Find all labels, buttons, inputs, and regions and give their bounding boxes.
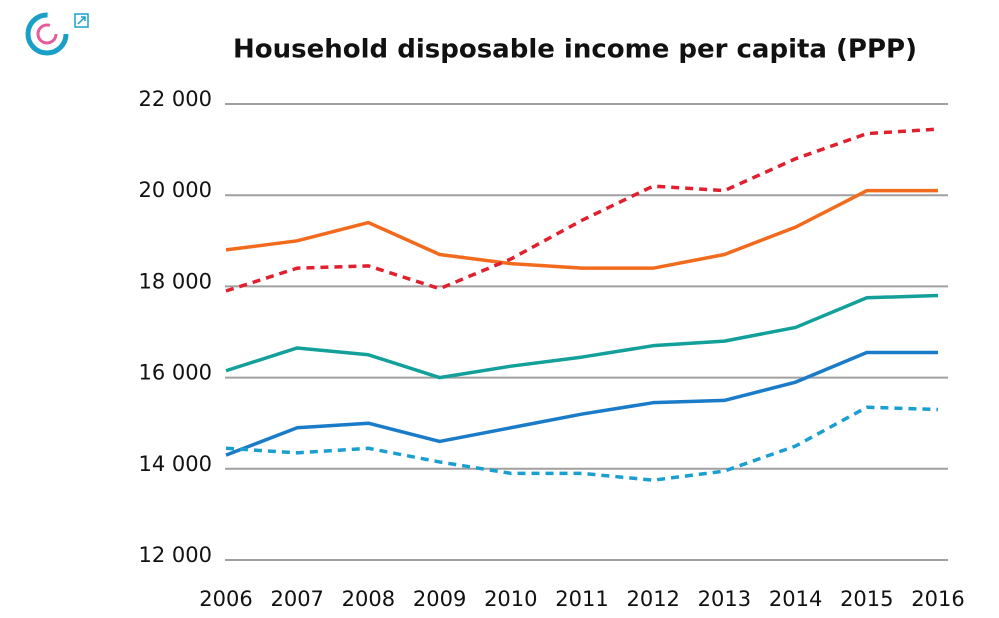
logo-inner (36, 23, 58, 45)
x-tick-label: 2008 (342, 587, 395, 611)
y-tick-label: 14 000 (139, 452, 212, 476)
y-tick-label: 12 000 (139, 543, 212, 567)
x-tick-label: 2015 (840, 587, 893, 611)
y-tick-label: 16 000 (139, 361, 212, 385)
external-link-arrow (77, 16, 86, 25)
y-tick-label: 18 000 (139, 269, 212, 293)
x-tick-label: 2010 (484, 587, 537, 611)
y-tick-label: 22 000 (139, 87, 212, 111)
x-tick-label: 2009 (413, 587, 466, 611)
x-tick-label: 2007 (270, 587, 323, 611)
x-tick-label: 2013 (698, 587, 751, 611)
logo-ring (25, 12, 69, 56)
series-line (225, 127, 939, 293)
external-link-icon[interactable] (74, 13, 89, 28)
x-tick-label: 2006 (199, 587, 252, 611)
chart-title: Household disposable income per capita (… (233, 35, 917, 65)
series-line (225, 405, 939, 482)
series-line (225, 293, 939, 380)
x-tick-label: 2012 (626, 587, 679, 611)
logo (25, 12, 89, 56)
series-line (225, 350, 938, 457)
y-tick-label: 20 000 (139, 178, 212, 202)
x-tick-label: 2016 (911, 587, 964, 611)
x-tick-label: 2011 (555, 587, 608, 611)
series-line (225, 188, 938, 270)
x-tick-label: 2014 (769, 587, 822, 611)
